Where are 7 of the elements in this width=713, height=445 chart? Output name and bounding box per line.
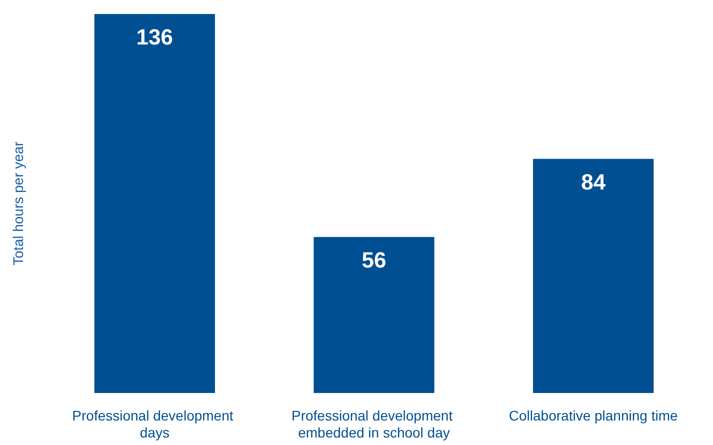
data-label: 84	[581, 169, 606, 194]
x-tick-label: Professional development days	[72, 408, 238, 440]
y-axis-title: Total hours per year	[10, 141, 26, 266]
data-label: 56	[362, 247, 386, 272]
x-tick-label: Collaborative planning time	[508, 408, 678, 424]
x-tick-label: Professional development embedded in school day	[292, 408, 456, 440]
data-label: 136	[136, 24, 174, 50]
